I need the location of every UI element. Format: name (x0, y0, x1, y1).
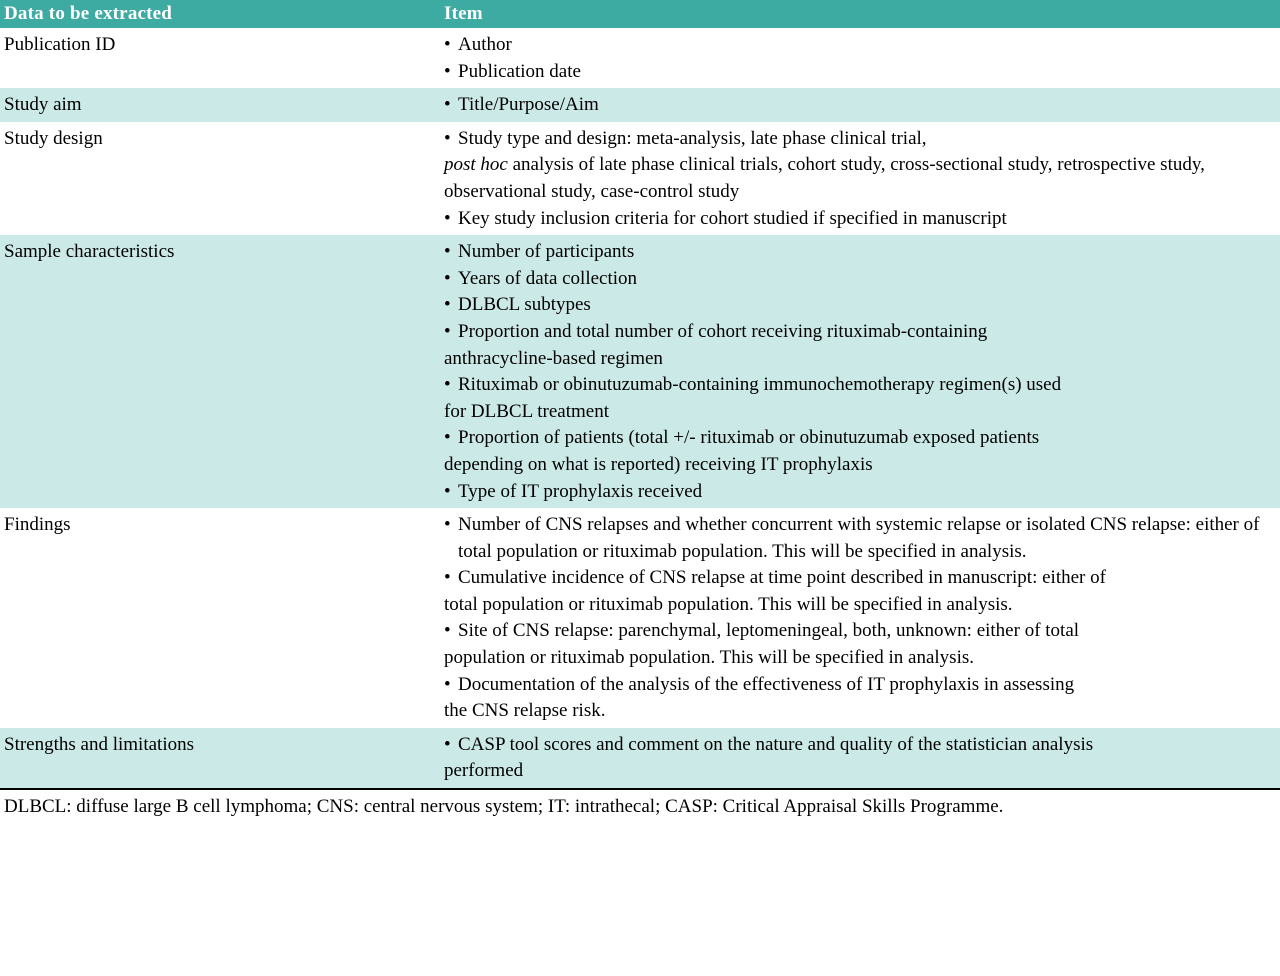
continuation-line: for DLBCL treatment (444, 399, 1274, 426)
table-row: Study aim•Title/Purpose/Aim (0, 88, 1280, 122)
continuation-line: post hoc analysis of late phase clinical… (444, 152, 1274, 205)
bullet-text: Type of IT prophylaxis received (458, 479, 1274, 506)
bullet-text: Key study inclusion criteria for cohort … (458, 206, 1274, 233)
bullet-item: •Number of participants (444, 239, 1274, 266)
bullet-text: Study type and design: meta-analysis, la… (458, 126, 1274, 153)
row-label: Sample characteristics (0, 235, 440, 508)
row-items: •Title/Purpose/Aim (440, 88, 1280, 122)
continuation-line: anthracycline-based regimen (444, 346, 1274, 373)
table-row: Study design•Study type and design: meta… (0, 122, 1280, 235)
bullet-text: Documentation of the analysis of the eff… (458, 672, 1274, 699)
bullet-dot: • (444, 479, 458, 506)
bullet-text: Proportion of patients (total +/- rituxi… (458, 425, 1274, 452)
row-label: Strengths and limitations (0, 728, 440, 789)
bullet-dot: • (444, 292, 458, 319)
bullet-text: Site of CNS relapse: parenchymal, leptom… (458, 618, 1274, 645)
bullet-item: •Study type and design: meta-analysis, l… (444, 126, 1274, 153)
row-label: Findings (0, 508, 440, 728)
bullet-dot: • (444, 92, 458, 119)
bullet-text: Publication date (458, 59, 1274, 86)
bullet-text: Cumulative incidence of CNS relapse at t… (458, 565, 1274, 592)
row-items: •Author•Publication date (440, 28, 1280, 88)
bullet-text: Years of data collection (458, 266, 1274, 293)
bullet-item: •Title/Purpose/Aim (444, 92, 1274, 119)
table-header-row: Data to be extracted Item (0, 0, 1280, 28)
continuation-line: total population or rituximab population… (444, 592, 1274, 619)
bullet-text: Author (458, 32, 1274, 59)
table-row: Findings•Number of CNS relapses and whet… (0, 508, 1280, 728)
bullet-text: Proportion and total number of cohort re… (458, 319, 1274, 346)
bullet-item: •Proportion of patients (total +/- ritux… (444, 425, 1274, 452)
continuation-line: depending on what is reported) receiving… (444, 452, 1274, 479)
bullet-item: •Rituximab or obinutuzumab-containing im… (444, 372, 1274, 399)
bullet-item: •Key study inclusion criteria for cohort… (444, 206, 1274, 233)
table-footnote-row: DLBCL: diffuse large B cell lymphoma; CN… (0, 789, 1280, 825)
bullet-text: Rituximab or obinutuzumab-containing imm… (458, 372, 1274, 399)
bullet-dot: • (444, 59, 458, 86)
bullet-item: •Site of CNS relapse: parenchymal, lepto… (444, 618, 1274, 645)
bullet-item: •Cumulative incidence of CNS relapse at … (444, 565, 1274, 592)
table-row: Sample characteristics•Number of partici… (0, 235, 1280, 508)
bullet-dot: • (444, 732, 458, 759)
bullet-dot: • (444, 565, 458, 592)
bullet-dot: • (444, 319, 458, 346)
italic-text: post hoc (444, 154, 508, 175)
row-items: •Number of participants•Years of data co… (440, 235, 1280, 508)
bullet-item: •DLBCL subtypes (444, 292, 1274, 319)
bullet-dot: • (444, 266, 458, 293)
row-label: Publication ID (0, 28, 440, 88)
bullet-dot: • (444, 239, 458, 266)
continuation-line: population or rituximab population. This… (444, 645, 1274, 672)
table-row: Strengths and limitations•CASP tool scor… (0, 728, 1280, 789)
bullet-dot: • (444, 425, 458, 452)
bullet-text: DLBCL subtypes (458, 292, 1274, 319)
bullet-item: •Author (444, 32, 1274, 59)
row-label: Study design (0, 122, 440, 235)
bullet-text: Number of CNS relapses and whether concu… (458, 512, 1274, 565)
bullet-item: •Publication date (444, 59, 1274, 86)
bullet-dot: • (444, 32, 458, 59)
row-items: •Study type and design: meta-analysis, l… (440, 122, 1280, 235)
bullet-item: •Years of data collection (444, 266, 1274, 293)
bullet-text: Title/Purpose/Aim (458, 92, 1274, 119)
bullet-item: •Number of CNS relapses and whether conc… (444, 512, 1274, 565)
continuation-line: the CNS relapse risk. (444, 698, 1274, 725)
continuation-line: performed (444, 758, 1274, 785)
row-items: •CASP tool scores and comment on the nat… (440, 728, 1280, 789)
continuation-text: analysis of late phase clinical trials, … (444, 154, 1205, 202)
bullet-dot: • (444, 512, 458, 565)
table-row: Publication ID•Author•Publication date (0, 28, 1280, 88)
bullet-dot: • (444, 618, 458, 645)
bullet-dot: • (444, 672, 458, 699)
row-label: Study aim (0, 88, 440, 122)
bullet-item: •Documentation of the analysis of the ef… (444, 672, 1274, 699)
bullet-dot: • (444, 126, 458, 153)
bullet-dot: • (444, 206, 458, 233)
header-col2: Item (440, 0, 1280, 28)
bullet-text: Number of participants (458, 239, 1274, 266)
bullet-text: CASP tool scores and comment on the natu… (458, 732, 1274, 759)
header-col1: Data to be extracted (0, 0, 440, 28)
table-footnote: DLBCL: diffuse large B cell lymphoma; CN… (0, 789, 1280, 825)
bullet-item: •Proportion and total number of cohort r… (444, 319, 1274, 346)
bullet-item: •Type of IT prophylaxis received (444, 479, 1274, 506)
bullet-item: •CASP tool scores and comment on the nat… (444, 732, 1274, 759)
data-extraction-table: Data to be extracted Item Publication ID… (0, 0, 1280, 825)
bullet-dot: • (444, 372, 458, 399)
row-items: •Number of CNS relapses and whether conc… (440, 508, 1280, 728)
